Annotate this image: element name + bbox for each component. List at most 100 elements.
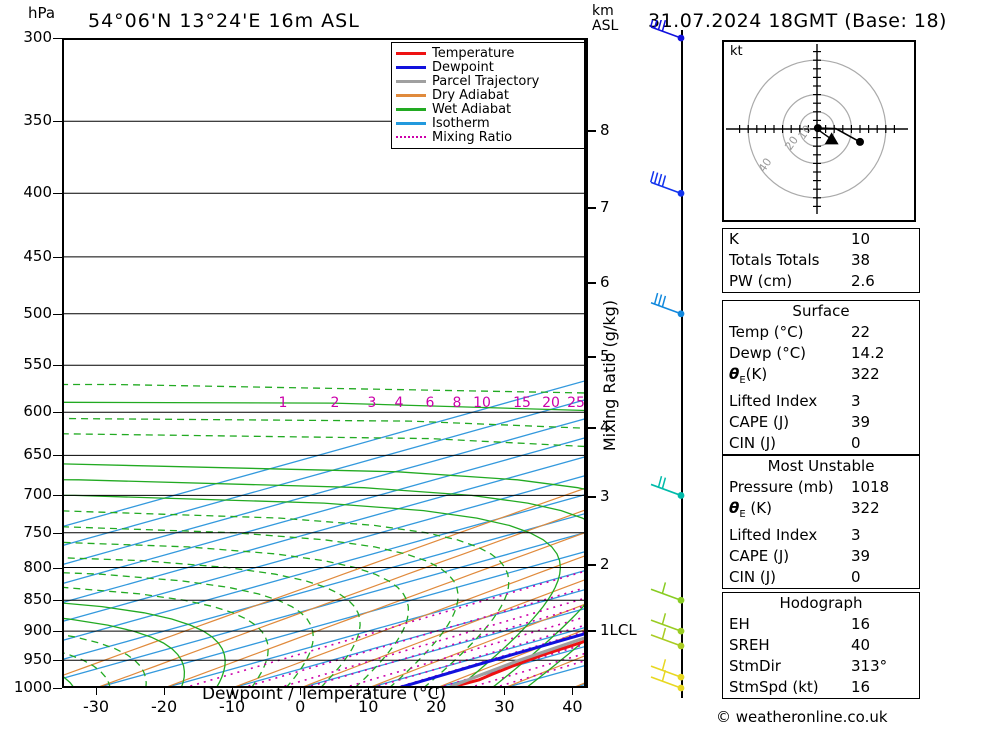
legend-swatch (396, 93, 426, 97)
most-unstable-row: Lifted Index 3 (723, 525, 919, 546)
most-unstable-value: 1018 (851, 478, 890, 496)
index-value: 2.6 (851, 272, 875, 290)
legend-label: Isotherm (432, 115, 490, 131)
legend-label: Temperature (432, 45, 515, 61)
pressure-unit-label: hPa (28, 4, 56, 22)
hodograph-stat-key: EH (729, 615, 750, 633)
pressure-tick-label: 1000 (13, 678, 52, 696)
legend-swatch (396, 51, 426, 55)
wind-barb-spine (681, 30, 683, 698)
legend-label: Parcel Trajectory (432, 73, 540, 89)
wind-barbs (649, 20, 685, 692)
pressure-tick (53, 193, 62, 195)
temperature-tick-label: 0 (295, 697, 306, 716)
pressure-tick-label: 350 (23, 111, 52, 130)
most-unstable-value: 39 (851, 547, 871, 565)
most-unstable-row: CAPE (J) 39 (723, 546, 919, 567)
most-unstable-value: 322 (851, 499, 880, 517)
surface-value: 39 (851, 413, 871, 431)
surface-row: θE(K) 322 (723, 364, 919, 391)
legend-item: Dewpoint (396, 60, 580, 74)
hodograph-stat-row: StmSpd (kt) 16 (723, 677, 919, 698)
mixing-ratio-label: 4 (394, 395, 404, 411)
surface-row: Dewp (°C) 14.2 (723, 343, 919, 364)
pressure-tick-label: 500 (23, 303, 52, 322)
pressure-tick (53, 688, 62, 689)
pressure-tick (53, 412, 62, 414)
temperature-tick (504, 688, 506, 695)
altitude-tick (586, 130, 596, 133)
chart-legend: Temperature Dewpoint Parcel Trajectory Dry … (391, 42, 585, 149)
pressure-tick (53, 365, 62, 367)
mixing-ratio-label: 15 (513, 395, 531, 411)
legend-label: Dry Adiabat (432, 87, 509, 103)
pressure-tick-label: 750 (23, 522, 52, 541)
surface-value: 322 (851, 365, 880, 383)
index-key: PW (cm) (729, 272, 793, 290)
altitude-tick-label: 7 (600, 198, 610, 217)
index-row: PW (cm) 2.6 (723, 271, 919, 292)
date-title: 31.07.2024 18GMT (Base: 18) (648, 10, 947, 32)
altitude-tick (586, 207, 596, 210)
most-unstable-row: θE (K) 322 (723, 498, 919, 525)
mixing-ratio-label: 20 (542, 395, 560, 411)
legend-item: Dry Adiabat (396, 88, 580, 102)
legend-item: Temperature (396, 46, 580, 60)
temperature-tick-label: 30 (494, 697, 515, 716)
altitude-tick-label: 6 (600, 273, 610, 292)
mixing-ratio-label: 2 (330, 395, 340, 411)
mixing-ratio-label: 3 (367, 395, 377, 411)
altitude-tick (586, 496, 596, 499)
most-unstable-key: Pressure (mb) (729, 478, 834, 496)
index-value: 38 (851, 251, 871, 269)
station-title: 54°06'N 13°24'E 16m ASL (88, 10, 360, 32)
altitude-unit-asl: ASL (592, 18, 619, 34)
surface-key: CAPE (J) (729, 413, 790, 431)
mixing-ratio-label: 8 (452, 395, 462, 411)
pressure-tick-label: 600 (23, 402, 52, 421)
pressure-tick (53, 660, 62, 662)
svg-text:10: 10 (796, 123, 815, 142)
mixing-ratio-label: 25 (567, 395, 585, 411)
pressure-tick-label: 650 (23, 445, 52, 464)
surface-key: Dewp (°C) (729, 344, 807, 362)
mixing-ratio-axis-title: Mixing Ratio (g/kg) (600, 300, 619, 452)
hodograph-stat-row: StmDir 313° (723, 656, 919, 677)
most-unstable-key: θE (K) (729, 499, 772, 520)
pressure-tick-label: 800 (23, 557, 52, 576)
temperature-tick (164, 688, 166, 695)
hodograph-stat-value: 40 (851, 636, 871, 654)
most-unstable-key: CIN (J) (729, 568, 777, 586)
surface-panel: Surface Temp (°C) 22 Dewp (°C) 14.2 θE(K) 322 L… (722, 300, 920, 455)
most-unstable-key: Lifted Index (729, 526, 818, 544)
temperature-tick (572, 688, 574, 695)
temperature-tick (300, 688, 302, 695)
surface-value: 14.2 (851, 344, 885, 362)
altitude-tick (586, 564, 596, 567)
pressure-tick-label: 900 (23, 621, 52, 640)
legend-swatch (396, 121, 426, 125)
hodograph-stat-row: EH 16 (723, 614, 919, 635)
altitude-tick (586, 630, 596, 633)
legend-label: Mixing Ratio (432, 129, 513, 145)
surface-value: 3 (851, 392, 861, 410)
index-value: 10 (851, 230, 871, 248)
most-unstable-panel: Most Unstable Pressure (mb) 1018 θE (K) 322 L… (722, 455, 920, 589)
pressure-tick (53, 600, 62, 602)
altitude-tick (586, 426, 596, 429)
x-axis-title: Dewpoint / Temperature (°C) (201, 684, 447, 704)
pressure-tick-label: 850 (23, 590, 52, 609)
mixing-ratio-label: 1 (278, 395, 288, 411)
temperature-tick-label: -30 (82, 697, 110, 716)
altitude-unit-km: km (592, 3, 614, 19)
hodograph-unit-label: kt (730, 44, 743, 59)
temperature-tick-label: 40 (562, 697, 583, 716)
surface-key: Temp (°C) (729, 323, 804, 341)
pressure-tick (53, 313, 62, 315)
surface-row: Temp (°C) 22 (723, 322, 919, 343)
temperature-tick (436, 688, 438, 695)
legend-item: Isotherm (396, 116, 580, 130)
altitude-tick-label: 8 (600, 121, 610, 140)
indices-panel: K 10 Totals Totals 38 PW (cm) 2.6 (722, 228, 920, 293)
pressure-tick-label: 700 (23, 485, 52, 504)
